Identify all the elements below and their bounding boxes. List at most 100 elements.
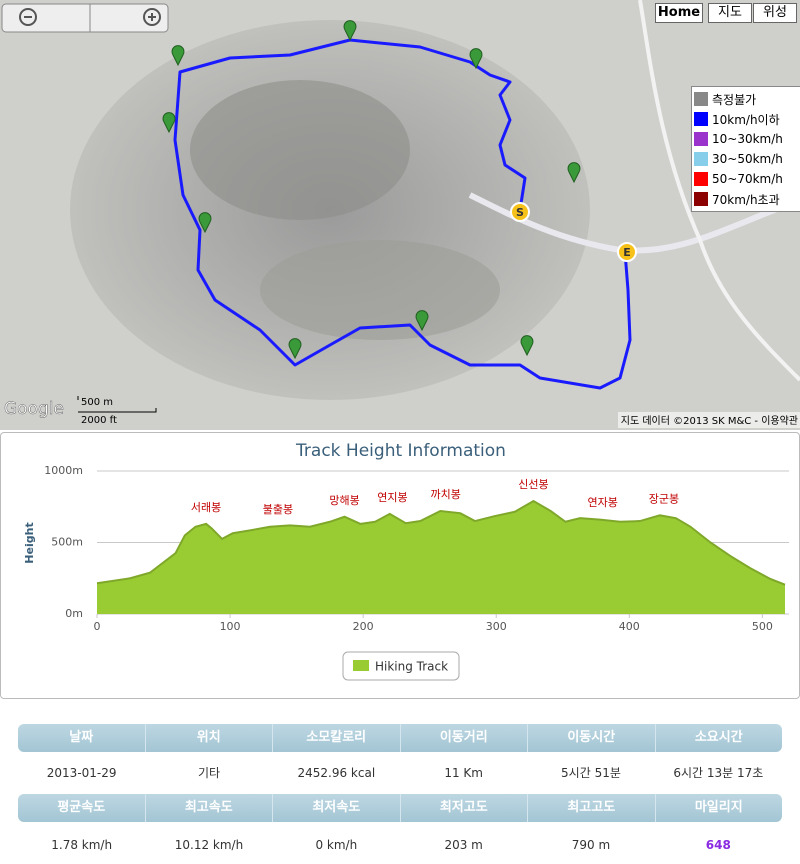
x-tick-label: 300 (486, 620, 507, 633)
legend-label: 30~50km/h (712, 152, 783, 166)
table-cell: 5시간 51분 (561, 766, 621, 780)
start-label: S (516, 206, 524, 219)
peak-label: 장군봉 (649, 492, 679, 505)
y-tick-label: 0m (65, 607, 83, 620)
legend-swatch (694, 132, 708, 146)
table-header: 위치 (146, 724, 273, 752)
table-cell: 10.12 km/h (174, 838, 244, 852)
track (173, 38, 632, 390)
table-header: 소모칼로리 (273, 724, 401, 752)
table-header: 날짜 (18, 724, 146, 752)
legend-swatch (694, 92, 708, 106)
end-marker[interactable] (617, 242, 637, 262)
x-tick-label: 0 (94, 620, 101, 633)
waypoint[interactable] (198, 212, 212, 234)
y-tick-label: 500m (51, 536, 83, 549)
table-value-row: 2013-01-29 기타 2452.96 kcal 11 Km 5시간 51분 6시간 … (18, 763, 782, 783)
waypoint[interactable] (343, 20, 357, 42)
peak-label: 까치봉 (430, 488, 460, 501)
legend-label: 70km/h초과 (712, 192, 780, 207)
table-header: 최저고도 (401, 794, 528, 822)
legend-label: 50~70km/h (712, 172, 783, 186)
table-header: 마일리지 (694, 800, 743, 815)
chart-title: Track Height Information (295, 441, 506, 461)
waypoint[interactable] (469, 48, 483, 70)
peak-label: 망해봉 (329, 493, 359, 507)
legend-item: 30~50km/h (694, 149, 799, 169)
table-header: 이동거리 (401, 724, 528, 752)
waypoint[interactable] (415, 310, 429, 332)
table-header: 소요시간 (694, 730, 743, 745)
legend-label: 10~30km/h (712, 132, 783, 146)
zoom-control (1, 3, 169, 33)
table-cell: 648 (705, 838, 731, 852)
road (638, 0, 800, 382)
map: S E Google 500 m 2000 ft 지도 데이터 ©2013 SK… (0, 0, 800, 430)
waypoint[interactable] (162, 112, 176, 134)
table-cell: 2452.96 kcal (297, 766, 376, 780)
scale-bar (77, 396, 157, 413)
zoom-bar (1, 3, 169, 33)
table-cell: 2013-01-29 (46, 766, 117, 780)
legend-swatch (694, 112, 708, 126)
table-cell: 11 Km (444, 766, 483, 780)
area-fill (97, 501, 786, 614)
map-canvas: S E Google 500 m 2000 ft 지도 데이터 ©2013 SK… (0, 0, 800, 430)
legend-swatch (353, 660, 369, 671)
map-type-button[interactable]: 위성 (753, 3, 797, 23)
google-logo: Google (4, 399, 64, 419)
y-axis-label: Height (23, 522, 36, 563)
zoom-out[interactable] (19, 8, 37, 26)
scale-metric: 500 m (81, 397, 113, 408)
table-header: 최고속도 (146, 794, 273, 822)
legend-swatch (694, 152, 708, 166)
legend-swatch (694, 172, 708, 186)
table-header: 최고고도 (528, 794, 656, 822)
scale-imperial: 2000 ft (81, 415, 117, 426)
table-cell: 6시간 13분 17초 (673, 766, 764, 780)
legend-item: 50~70km/h (694, 169, 799, 189)
table-header-row: 날짜 위치 소모칼로리 이동거리 이동시간 소요시간 (18, 724, 782, 752)
waypoint[interactable] (288, 338, 302, 360)
legend-label: 10km/h이하 (712, 112, 780, 127)
legend-swatch (694, 192, 708, 206)
copyright-bg (618, 412, 800, 428)
zoom-in-icon (148, 13, 156, 21)
table-cell: 0 km/h (315, 838, 358, 852)
peak-label: 신선봉 (518, 478, 548, 491)
map-type-button[interactable]: Home (655, 3, 703, 23)
table-header-row: 평균속도 최고속도 최저속도 최저고도 최고고도 마일리지 (18, 794, 782, 822)
x-tick-label: 500 (752, 620, 773, 633)
x-tick-label: 100 (220, 620, 241, 633)
terrain (190, 80, 410, 220)
table-cell: 203 m (444, 838, 483, 852)
end-label: E (623, 246, 631, 259)
start-marker[interactable] (510, 202, 530, 222)
legend-label: 측정불가 (712, 92, 757, 107)
waypoint[interactable] (520, 335, 534, 357)
legend-item: 70km/h초과 (694, 189, 799, 209)
legend-item: 10km/h이하 (694, 109, 799, 129)
peak-label: 연자봉 (588, 496, 618, 509)
table-cell: 790 m (571, 838, 611, 852)
peak-label: 연지봉 (377, 491, 407, 504)
copyright: 지도 데이터 ©2013 SK M&C - 이용약관 (621, 415, 798, 427)
legend-label: Hiking Track (375, 660, 448, 674)
chart: Track Height Information Height 0m 500m 10… (23, 441, 789, 681)
table-header: 이동시간 (528, 724, 656, 752)
table-cell: 1.78 km/h (51, 838, 113, 852)
terrain (260, 240, 500, 340)
table-header: 최저속도 (273, 794, 401, 822)
waypoint[interactable] (567, 162, 581, 184)
speed-legend: 측정불가 10km/h이하 10~30km/h 30~50km/h 50~70km/h 7… (691, 86, 800, 212)
area-line (96, 499, 786, 586)
table-cell: 기타 (197, 766, 221, 780)
x-tick-label: 400 (619, 620, 640, 633)
y-tick-label: 1000m (44, 464, 83, 477)
zoom-in[interactable] (143, 8, 161, 26)
legend-item: 측정불가 (694, 89, 799, 109)
map-type-button[interactable]: 지도 (708, 3, 752, 23)
waypoint[interactable] (171, 45, 185, 67)
peak-label: 서래봉 (191, 501, 221, 514)
